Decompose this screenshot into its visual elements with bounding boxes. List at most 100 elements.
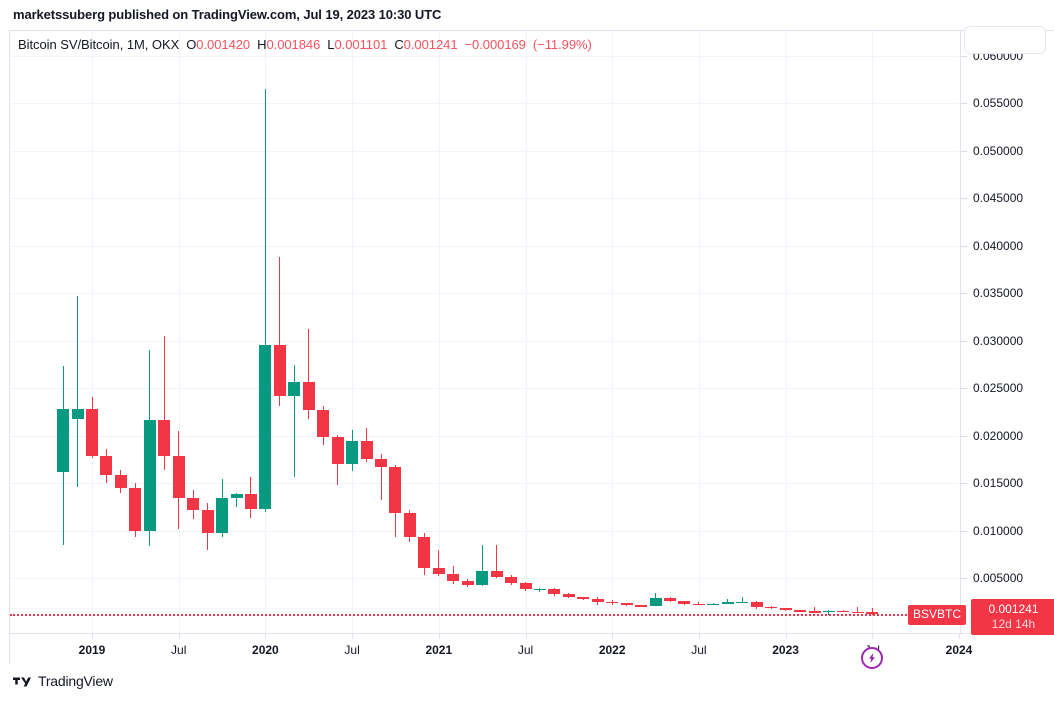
gridline-vertical xyxy=(439,31,440,633)
candle-body xyxy=(461,580,474,586)
candle-body xyxy=(259,345,272,510)
candle-body xyxy=(678,601,691,604)
candle-body xyxy=(114,475,127,488)
time-tick-label: 2022 xyxy=(598,643,626,657)
price-tick-label: 0.050000 xyxy=(973,143,1024,158)
price-tick-label: 0.005000 xyxy=(973,571,1024,585)
candle-wick xyxy=(828,610,830,615)
candle-body xyxy=(216,498,229,534)
price-tick-mark xyxy=(961,103,967,104)
candle-body xyxy=(562,594,575,597)
price-tick-mark xyxy=(961,436,967,437)
legend-symbol[interactable]: Bitcoin SV/Bitcoin, 1M, OKX xyxy=(18,37,180,52)
current-price-value: 0.001241 xyxy=(988,601,1039,616)
gridline-vertical xyxy=(92,31,93,633)
legend-change-percent: (−11.99%) xyxy=(532,37,592,52)
candle-body xyxy=(692,603,705,606)
candle-wick xyxy=(481,545,483,587)
price-tick-label: 0.015000 xyxy=(973,476,1024,491)
time-scale[interactable]: 2019Jul2020Jul2021Jul2022Jul2023Jul2024 xyxy=(10,633,1054,665)
time-tick-mark xyxy=(786,634,787,639)
candle-body xyxy=(765,606,778,609)
time-tick-mark xyxy=(265,634,266,639)
gridline-horizontal xyxy=(10,531,959,532)
candle-body xyxy=(389,466,402,513)
candle-body xyxy=(100,455,113,476)
candle-body xyxy=(302,382,315,411)
price-tick-label: 0.030000 xyxy=(973,333,1024,348)
candle-body xyxy=(57,408,70,472)
candle-body xyxy=(187,497,200,511)
candle-wick xyxy=(857,607,859,613)
candle-body xyxy=(794,610,807,612)
price-tick-mark xyxy=(961,578,967,579)
candle-body xyxy=(822,610,835,613)
candle-wick xyxy=(741,596,743,603)
chart-pane[interactable] xyxy=(10,31,959,633)
time-tick-label: 2021 xyxy=(425,643,453,657)
candle-body xyxy=(172,455,185,498)
price-tick-mark xyxy=(961,483,967,484)
candle-body xyxy=(548,588,561,595)
legend-change-value: −0.000169 xyxy=(464,37,526,52)
legend-high-label: H xyxy=(257,37,267,52)
candle-wick xyxy=(438,549,440,577)
legend-low-value: 0.001101 xyxy=(334,37,388,52)
time-tick-mark xyxy=(439,634,440,639)
price-tick-label: 0.040000 xyxy=(973,238,1024,253)
price-tick-mark xyxy=(961,56,967,57)
time-tick-mark xyxy=(959,634,960,639)
legend-close-label: C xyxy=(394,37,404,52)
time-tick-label: 2024 xyxy=(945,643,973,657)
price-tick-label: 0.020000 xyxy=(973,428,1024,443)
candle-body xyxy=(736,601,749,604)
current-price-line xyxy=(10,613,959,616)
candle-body xyxy=(606,601,619,604)
time-tick-mark xyxy=(526,634,527,639)
time-tick-label: Jul xyxy=(344,643,360,657)
gridline-vertical xyxy=(699,31,700,633)
price-tick-label: 0.055000 xyxy=(973,96,1024,111)
candle-wick xyxy=(77,296,79,488)
candle-body xyxy=(837,610,850,613)
candle-body xyxy=(201,510,214,534)
candle-body xyxy=(707,603,720,606)
lightning-event-icon[interactable] xyxy=(861,647,884,669)
candle-body xyxy=(490,571,503,578)
candle-body xyxy=(432,568,445,574)
candle-body xyxy=(808,611,821,613)
gridline-horizontal xyxy=(10,436,959,437)
time-tick-label: 2019 xyxy=(78,643,106,657)
time-tick-label: Jul xyxy=(171,643,187,657)
price-scale-overlay-box[interactable] xyxy=(964,26,1046,54)
candle-wick xyxy=(380,453,382,501)
candle-body xyxy=(230,494,243,499)
candle-body xyxy=(403,512,416,537)
price-tick-label: 0.045000 xyxy=(973,191,1024,206)
price-tick-label: 0.010000 xyxy=(973,523,1024,538)
legend-close-value: 0.001241 xyxy=(403,37,458,52)
bar-countdown: 12d 14h xyxy=(991,616,1036,631)
candle-body xyxy=(664,597,676,602)
candle-body xyxy=(577,596,590,599)
candle-wick xyxy=(264,89,266,512)
gridline-horizontal xyxy=(10,293,959,294)
time-tick-label: Jul xyxy=(517,643,534,657)
candle-wick xyxy=(698,602,700,606)
candle-wick xyxy=(727,599,729,605)
candle-body xyxy=(750,601,763,607)
time-tick-mark xyxy=(92,634,93,639)
candle-body xyxy=(244,494,257,510)
time-tick-mark xyxy=(872,634,873,639)
current-price-badge: 0.001241 12d 14h xyxy=(971,598,1054,635)
candle-body xyxy=(288,382,301,396)
candle-wick xyxy=(814,607,815,613)
candle-body xyxy=(86,408,98,456)
price-scale[interactable]: BSVBTC 0.001241 12d 14h 0.060000 0.055000… xyxy=(908,31,1054,635)
price-tick-mark xyxy=(961,151,967,152)
candle-body xyxy=(721,601,734,604)
legend-low-label: L xyxy=(327,37,335,52)
gridline-horizontal xyxy=(10,246,959,247)
candle-body xyxy=(273,345,286,396)
candle-body xyxy=(649,597,662,606)
